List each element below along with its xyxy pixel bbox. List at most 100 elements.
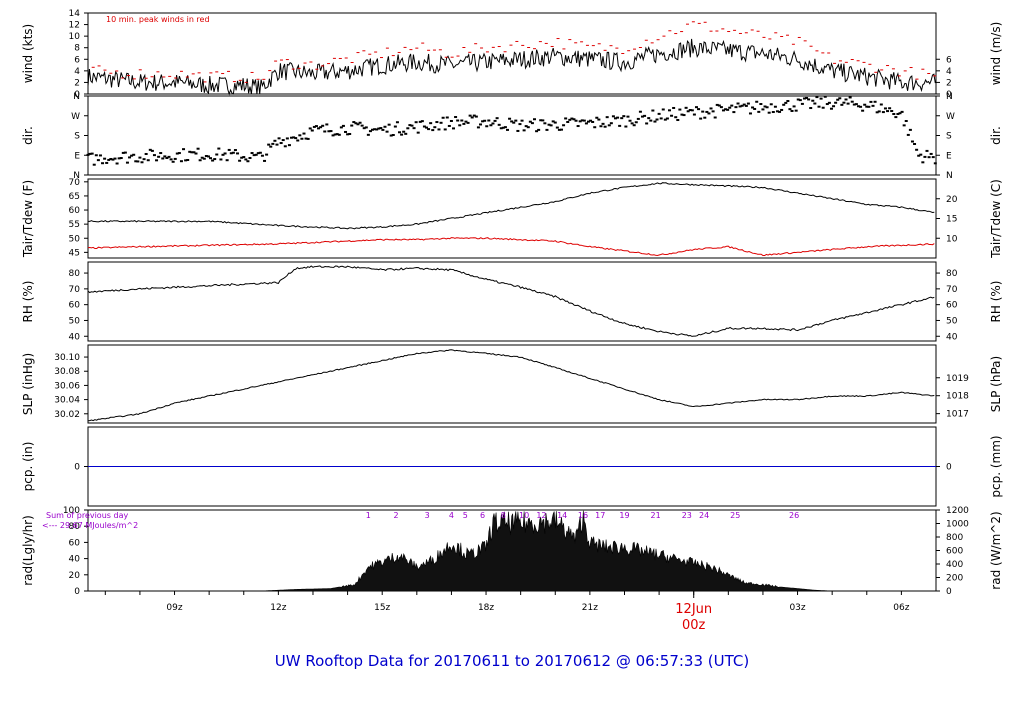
- y-tick-label: 80: [69, 522, 81, 532]
- dir-point: [697, 108, 701, 111]
- y-axis-label: SLP (inHg): [21, 353, 35, 415]
- dir-point: [389, 134, 393, 137]
- y-tick-label: 30.08: [54, 367, 80, 377]
- dir-point: [221, 153, 225, 156]
- dir-point: [844, 98, 848, 101]
- y-tick-label-right: 6: [946, 55, 952, 65]
- dir-point: [655, 118, 659, 121]
- dir-point: [545, 128, 549, 131]
- dir-point: [302, 132, 306, 135]
- dir-point: [479, 123, 483, 126]
- y-tick-label-right: N: [946, 171, 953, 181]
- dir-point: [497, 123, 501, 126]
- dir-point: [900, 110, 904, 113]
- y-tick-label-right: 600: [946, 547, 963, 557]
- dir-point: [267, 143, 271, 146]
- dir-point: [287, 144, 291, 147]
- dir-point: [165, 157, 169, 160]
- dir-point: [886, 110, 890, 113]
- dir-point: [919, 153, 923, 156]
- dir-point: [96, 159, 100, 162]
- dir-point: [586, 120, 590, 123]
- y-tick-label-right: 0: [946, 587, 952, 597]
- dir-point: [917, 154, 921, 157]
- y-tick-label-right: 0: [946, 90, 952, 100]
- dir-point: [400, 133, 404, 136]
- dir-point: [829, 107, 833, 110]
- dir-point: [103, 157, 107, 160]
- dir-point: [904, 120, 908, 123]
- dir-point: [921, 161, 925, 164]
- y-tick-label: 2: [74, 78, 80, 88]
- y-tick-label-right: 2: [946, 78, 952, 88]
- y-tick-label: 0: [74, 90, 80, 100]
- dir-point: [439, 121, 443, 124]
- dir-point: [86, 153, 90, 156]
- dir-point: [356, 123, 360, 126]
- dir-point: [464, 120, 468, 123]
- dir-point: [115, 162, 119, 165]
- dir-point: [167, 155, 171, 158]
- dir-point: [94, 154, 98, 157]
- dir-point: [736, 102, 740, 105]
- dir-point: [375, 128, 379, 131]
- dir-point: [474, 115, 478, 118]
- dir-point: [489, 124, 493, 127]
- dir-point: [728, 106, 732, 109]
- dir-point: [211, 159, 215, 162]
- dir-point: [734, 106, 738, 109]
- dir-point: [292, 136, 296, 139]
- dir-point: [802, 97, 806, 100]
- dir-point: [458, 124, 462, 127]
- dir-point: [678, 108, 682, 111]
- dir-point: [248, 156, 252, 159]
- dir-point: [528, 120, 532, 123]
- dir-point: [796, 98, 800, 101]
- dir-point: [815, 96, 819, 99]
- dir-point: [622, 115, 626, 118]
- x-tick-label: 21z: [582, 603, 598, 613]
- y-tick-label-right: 60: [946, 301, 958, 311]
- y-tick-label: 10: [69, 32, 81, 42]
- dir-point: [890, 110, 894, 113]
- dir-point: [350, 124, 354, 127]
- dir-point: [281, 139, 285, 142]
- dir-point: [466, 121, 470, 124]
- y-tick-label: 80: [69, 269, 81, 279]
- dir-point: [927, 156, 931, 159]
- dir-point: [896, 112, 900, 115]
- dir-point: [819, 97, 823, 100]
- dir-point: [393, 125, 397, 128]
- radiation-marker: 6: [480, 511, 485, 520]
- dir-point: [532, 118, 536, 121]
- dir-point: [732, 111, 736, 114]
- dir-point: [138, 156, 142, 159]
- dir-point: [701, 110, 705, 113]
- y-tick-label-right: 200: [946, 574, 963, 584]
- dir-point: [672, 106, 676, 109]
- dir-point: [717, 104, 721, 107]
- dir-point: [275, 143, 279, 146]
- dir-point: [570, 117, 574, 120]
- dir-point: [902, 124, 906, 127]
- y-tick-label: 30.10: [54, 353, 80, 363]
- dir-point: [746, 102, 750, 105]
- dir-point: [578, 120, 582, 123]
- dir-point: [626, 115, 630, 118]
- dir-point: [373, 128, 377, 131]
- dir-point: [472, 114, 476, 117]
- dir-point: [559, 128, 563, 131]
- dir-point: [653, 120, 657, 123]
- dir-point: [881, 111, 885, 114]
- dir-point: [792, 105, 796, 108]
- dir-point: [640, 115, 644, 118]
- dir-point: [157, 155, 161, 158]
- dir-point: [923, 155, 927, 158]
- dir-point: [250, 152, 254, 155]
- dir-point: [724, 108, 728, 111]
- dir-point: [572, 118, 576, 121]
- dir-point: [184, 159, 188, 162]
- dir-point: [470, 116, 474, 119]
- dir-point: [769, 103, 773, 106]
- dir-point: [925, 149, 929, 152]
